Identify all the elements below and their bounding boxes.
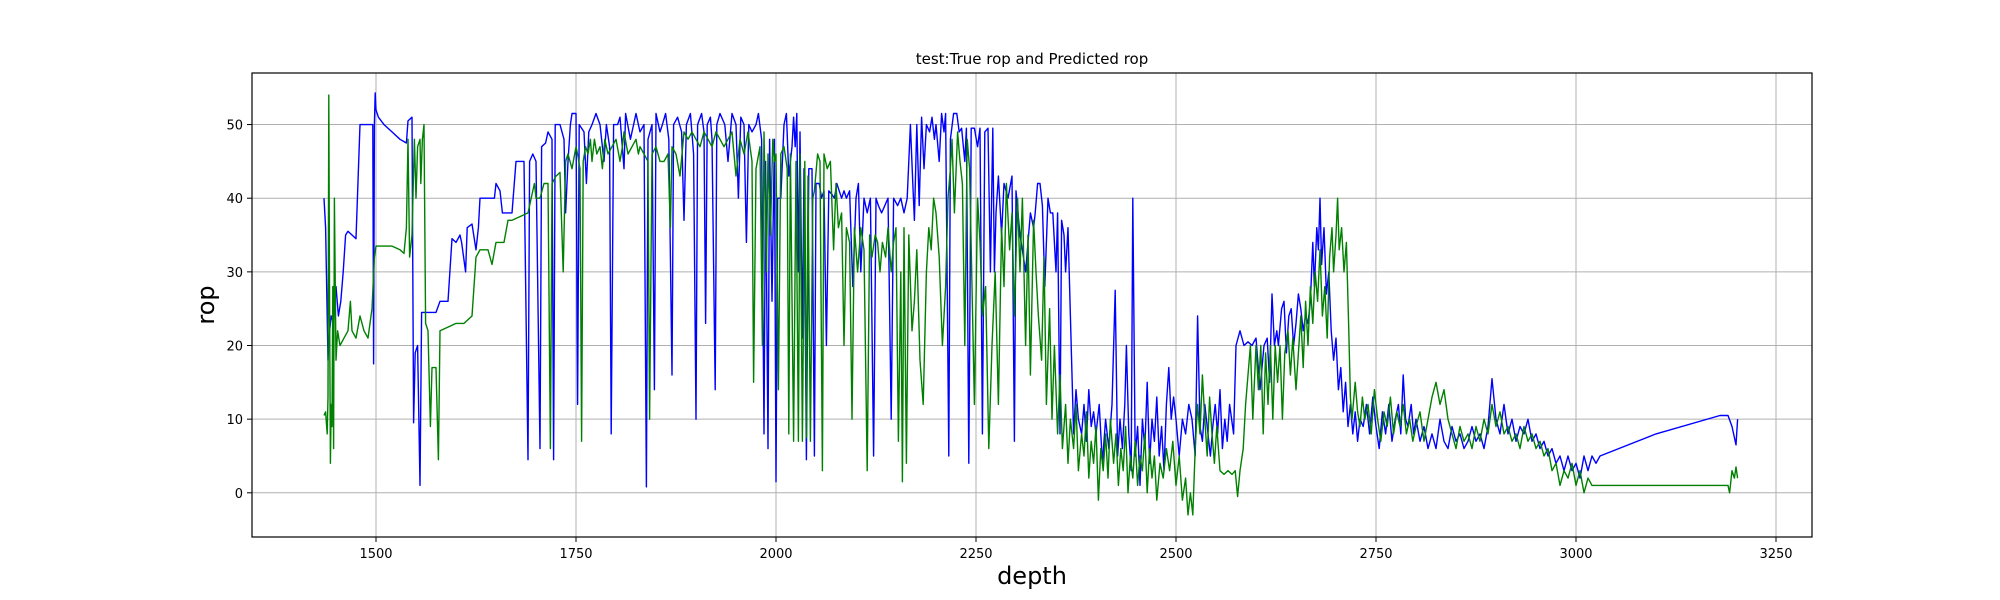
y-axis-label: rop bbox=[192, 285, 220, 324]
x-tick-label: 1750 bbox=[559, 547, 592, 562]
y-tick-label: 30 bbox=[226, 266, 243, 281]
y-tick-label: 20 bbox=[226, 340, 243, 355]
x-tick-label: 2000 bbox=[759, 547, 792, 562]
y-tick-label: 0 bbox=[235, 487, 243, 502]
x-tick-label: 2500 bbox=[1159, 547, 1192, 562]
predicted-rop-line bbox=[323, 94, 1739, 516]
grid bbox=[252, 73, 1812, 537]
y-tick-label: 50 bbox=[226, 119, 243, 134]
x-tick-label: 3250 bbox=[1759, 547, 1792, 562]
chart-title: test:True rop and Predicted rop bbox=[916, 50, 1149, 68]
x-tick-label: 2750 bbox=[1359, 547, 1392, 562]
y-tick-label: 10 bbox=[226, 413, 243, 428]
plot-frame bbox=[251, 72, 1813, 538]
series-layer bbox=[323, 92, 1739, 516]
x-tick-label: 2250 bbox=[959, 547, 992, 562]
x-axis-label: depth bbox=[997, 562, 1067, 590]
x-tick-label: 1500 bbox=[359, 547, 392, 562]
true-rop-line bbox=[323, 92, 1739, 488]
y-tick-label: 40 bbox=[226, 192, 243, 207]
ticks: 1500 1750 2000 2250 2500 2750 3000 3250 0 10 20 30 4… bbox=[226, 119, 1792, 562]
x-tick-label: 3000 bbox=[1559, 547, 1592, 562]
